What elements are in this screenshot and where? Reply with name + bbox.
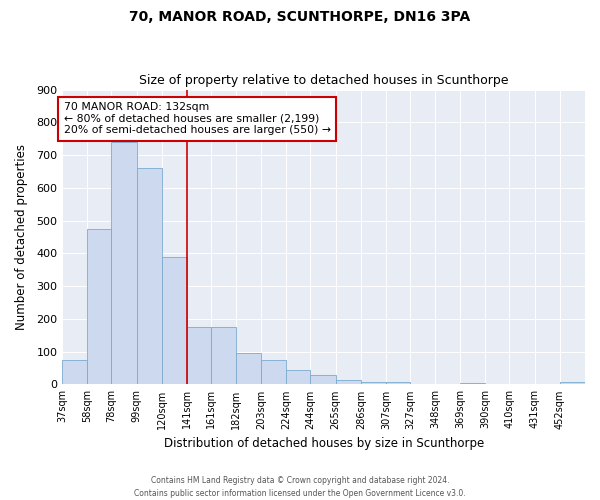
Bar: [62, 360, 88, 384]
Bar: [112, 142, 137, 384]
X-axis label: Distribution of detached houses by size in Scunthorpe: Distribution of detached houses by size …: [164, 437, 484, 450]
Bar: [386, 382, 410, 384]
Text: 70, MANOR ROAD, SCUNTHORPE, DN16 3PA: 70, MANOR ROAD, SCUNTHORPE, DN16 3PA: [130, 10, 470, 24]
Bar: [335, 380, 361, 384]
Bar: [262, 360, 286, 384]
Bar: [560, 382, 585, 384]
Bar: [310, 374, 335, 384]
Bar: [187, 327, 211, 384]
Text: Contains HM Land Registry data © Crown copyright and database right 2024.
Contai: Contains HM Land Registry data © Crown c…: [134, 476, 466, 498]
Y-axis label: Number of detached properties: Number of detached properties: [15, 144, 28, 330]
Title: Size of property relative to detached houses in Scunthorpe: Size of property relative to detached ho…: [139, 74, 508, 87]
Bar: [137, 168, 162, 384]
Text: 70 MANOR ROAD: 132sqm
← 80% of detached houses are smaller (2,199)
20% of semi-d: 70 MANOR ROAD: 132sqm ← 80% of detached …: [64, 102, 331, 135]
Bar: [460, 383, 485, 384]
Bar: [236, 354, 262, 384]
Bar: [286, 370, 310, 384]
Bar: [88, 229, 112, 384]
Bar: [361, 382, 386, 384]
Bar: [162, 256, 187, 384]
Bar: [211, 327, 236, 384]
